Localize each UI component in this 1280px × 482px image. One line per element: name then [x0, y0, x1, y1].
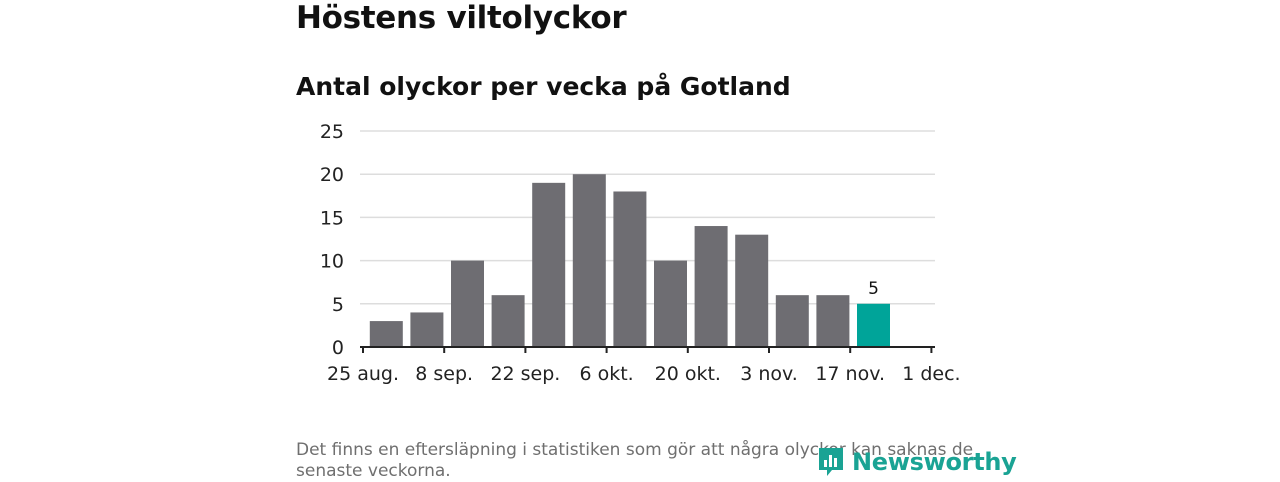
- brand-name: Newsworthy: [852, 448, 1017, 476]
- y-tick-label: 15: [320, 207, 344, 229]
- y-tick-label: 25: [320, 121, 344, 143]
- bar: [654, 260, 687, 347]
- x-tick-label: 6 okt.: [579, 363, 633, 385]
- footnote: Det finns en eftersläpning i statistiken…: [296, 440, 974, 481]
- x-tick-label: 8 sep.: [415, 363, 473, 385]
- y-tick-label: 10: [320, 251, 344, 273]
- x-tick-label: 1 dec.: [902, 363, 960, 385]
- bar-value-label: 5: [868, 279, 879, 299]
- bar: [735, 234, 769, 347]
- x-tick-label: 3 nov.: [740, 363, 798, 385]
- x-tick-label: 22 sep.: [490, 363, 560, 385]
- bar: [532, 182, 566, 347]
- chart-subtitle: Antal olyckor per vecka på Gotland: [296, 72, 791, 101]
- newsworthy-logo-icon: [819, 448, 843, 476]
- bar: [816, 295, 850, 347]
- x-tick-label: 25 aug.: [327, 363, 399, 385]
- bar: [613, 191, 647, 347]
- bar: [491, 295, 525, 347]
- bar: [410, 312, 444, 347]
- bar: [369, 321, 403, 347]
- y-tick-label: 20: [320, 164, 344, 186]
- page-title: Höstens viltolyckor: [296, 0, 627, 36]
- bar: [775, 295, 809, 347]
- brand-logo: Newsworthy: [816, 446, 1017, 478]
- x-tick-label: 17 nov.: [815, 363, 885, 385]
- bar: [451, 260, 484, 347]
- bar-chart: 0 5 10 15 20 25 5 25 aug. 8 sep. 22 sep. 6 okt. 20 …: [320, 121, 961, 385]
- y-tick-label: 0: [332, 337, 344, 359]
- x-tick-label: 20 okt.: [655, 363, 721, 385]
- bar: [572, 174, 606, 347]
- y-tick-label: 5: [332, 294, 344, 316]
- bar: [694, 226, 728, 347]
- bar: [857, 303, 890, 347]
